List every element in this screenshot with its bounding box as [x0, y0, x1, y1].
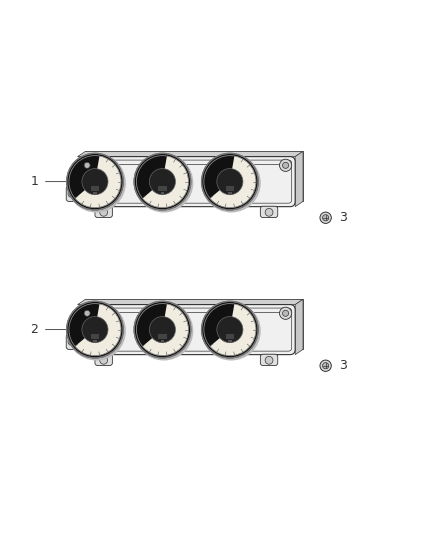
Circle shape [279, 159, 292, 172]
Text: 2: 2 [31, 323, 39, 336]
Wedge shape [142, 156, 188, 208]
Circle shape [265, 208, 273, 216]
Circle shape [84, 310, 90, 316]
Circle shape [283, 162, 289, 168]
Circle shape [67, 154, 126, 213]
Polygon shape [85, 151, 303, 201]
Circle shape [100, 208, 108, 216]
Circle shape [201, 154, 258, 210]
Circle shape [217, 317, 243, 343]
Bar [158, 186, 167, 191]
Circle shape [67, 154, 123, 210]
Circle shape [201, 301, 258, 358]
FancyBboxPatch shape [260, 354, 278, 366]
Circle shape [217, 168, 243, 195]
Circle shape [265, 357, 273, 364]
Wedge shape [75, 304, 121, 356]
Text: 1: 1 [31, 175, 39, 188]
Circle shape [134, 301, 193, 360]
Circle shape [149, 317, 176, 343]
Circle shape [322, 362, 329, 369]
Bar [161, 340, 164, 343]
Wedge shape [75, 156, 121, 208]
Text: 3: 3 [339, 359, 346, 372]
Circle shape [67, 301, 123, 358]
Wedge shape [210, 304, 256, 356]
Polygon shape [85, 300, 303, 350]
Polygon shape [78, 151, 303, 157]
Circle shape [67, 301, 126, 360]
Bar [158, 334, 167, 340]
Circle shape [82, 317, 108, 343]
Circle shape [149, 168, 176, 195]
Bar [228, 340, 232, 343]
Bar [161, 192, 164, 195]
Bar [226, 186, 234, 191]
Bar [228, 192, 232, 195]
Bar [91, 186, 99, 191]
FancyBboxPatch shape [95, 206, 113, 217]
Bar [93, 192, 97, 195]
Wedge shape [142, 304, 188, 356]
Circle shape [201, 154, 261, 213]
FancyBboxPatch shape [78, 157, 295, 207]
Circle shape [283, 310, 289, 316]
Polygon shape [295, 151, 303, 207]
Wedge shape [210, 156, 256, 208]
Circle shape [81, 159, 93, 172]
Bar [93, 340, 97, 343]
Circle shape [81, 307, 93, 319]
Circle shape [322, 215, 329, 221]
Circle shape [134, 154, 191, 210]
FancyBboxPatch shape [66, 186, 78, 201]
Circle shape [100, 357, 108, 364]
Circle shape [201, 301, 261, 360]
Text: 3: 3 [339, 211, 346, 224]
Bar [226, 334, 234, 340]
Circle shape [134, 154, 193, 213]
Circle shape [320, 360, 331, 372]
FancyBboxPatch shape [66, 334, 78, 350]
Circle shape [84, 162, 90, 168]
Circle shape [279, 307, 292, 319]
Circle shape [82, 168, 108, 195]
FancyBboxPatch shape [260, 206, 278, 217]
FancyBboxPatch shape [95, 354, 113, 366]
FancyBboxPatch shape [78, 304, 295, 354]
Circle shape [134, 301, 191, 358]
Bar [91, 334, 99, 340]
Polygon shape [295, 300, 303, 354]
Circle shape [320, 212, 331, 223]
Circle shape [68, 190, 76, 198]
Polygon shape [78, 300, 303, 304]
Circle shape [68, 338, 76, 345]
